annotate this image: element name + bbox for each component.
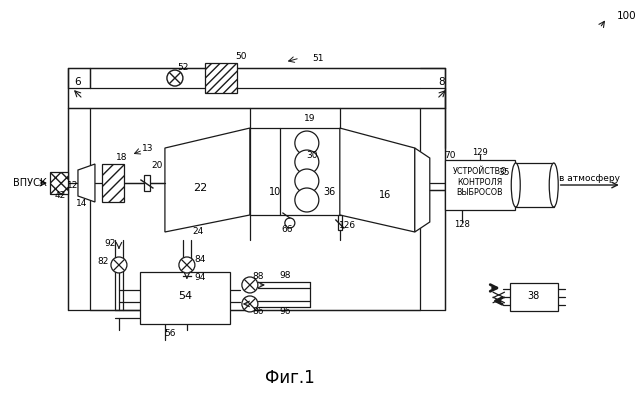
Circle shape [295,131,319,155]
Bar [516,163,554,207]
Text: 129: 129 [472,147,488,156]
Circle shape [295,169,319,193]
Text: 35: 35 [498,168,509,177]
Text: 20: 20 [151,160,163,170]
Text: 98: 98 [279,271,291,280]
Text: УСТРОЙСТВО
КОНТРОЛЯ
ВЫБРОСОВ: УСТРОЙСТВО КОНТРОЛЯ ВЫБРОСОВ [452,167,507,197]
Circle shape [242,277,258,293]
Circle shape [295,150,319,174]
Text: 30: 30 [306,151,317,160]
Text: Фиг.1: Фиг.1 [265,369,315,387]
Text: 22: 22 [193,183,207,193]
Text: 50: 50 [235,52,246,61]
Text: 56: 56 [164,329,175,339]
Text: 84: 84 [194,255,205,265]
Text: в атмосферу: в атмосферу [559,173,620,183]
Text: 38: 38 [527,291,540,301]
Text: 86: 86 [252,307,264,316]
Circle shape [285,218,295,228]
Bar [205,63,237,93]
Bar [102,164,124,202]
Text: ВПУСК: ВПУСК [13,178,47,188]
Text: 10: 10 [269,187,281,197]
Bar [338,215,342,230]
Text: 18: 18 [116,153,128,162]
Text: 6: 6 [75,77,81,87]
Text: 126: 126 [339,221,356,231]
Text: 52: 52 [177,63,189,72]
Circle shape [111,257,127,273]
Text: 92: 92 [104,240,116,248]
Polygon shape [340,128,415,232]
Bar [144,175,150,191]
Text: 88: 88 [252,272,264,282]
Bar [509,283,557,311]
Text: 94: 94 [194,274,205,282]
Text: 66: 66 [281,225,292,234]
Text: 36: 36 [324,187,336,197]
Text: 16: 16 [379,190,391,200]
Text: 14: 14 [76,200,88,208]
Text: 100: 100 [617,11,636,21]
Text: 42: 42 [54,191,65,200]
Text: 24: 24 [192,227,204,236]
Text: 12: 12 [67,181,78,189]
Polygon shape [415,148,430,232]
Circle shape [242,296,258,312]
Polygon shape [165,128,250,232]
Ellipse shape [549,163,558,207]
Text: 51: 51 [312,54,324,63]
Circle shape [295,188,319,212]
Text: 54: 54 [178,291,192,301]
Bar [250,128,340,215]
Text: 70: 70 [444,151,456,160]
Text: 19: 19 [304,114,316,122]
Bar [445,160,515,210]
Text: 128: 128 [454,221,470,229]
Text: 82: 82 [97,257,109,267]
Polygon shape [78,164,95,202]
Ellipse shape [511,163,520,207]
Circle shape [179,257,195,273]
Text: 13: 13 [142,143,154,153]
Circle shape [167,70,183,86]
Text: 96: 96 [279,307,291,316]
Text: 8: 8 [438,77,445,87]
Bar [140,272,230,324]
Bar [50,172,68,194]
